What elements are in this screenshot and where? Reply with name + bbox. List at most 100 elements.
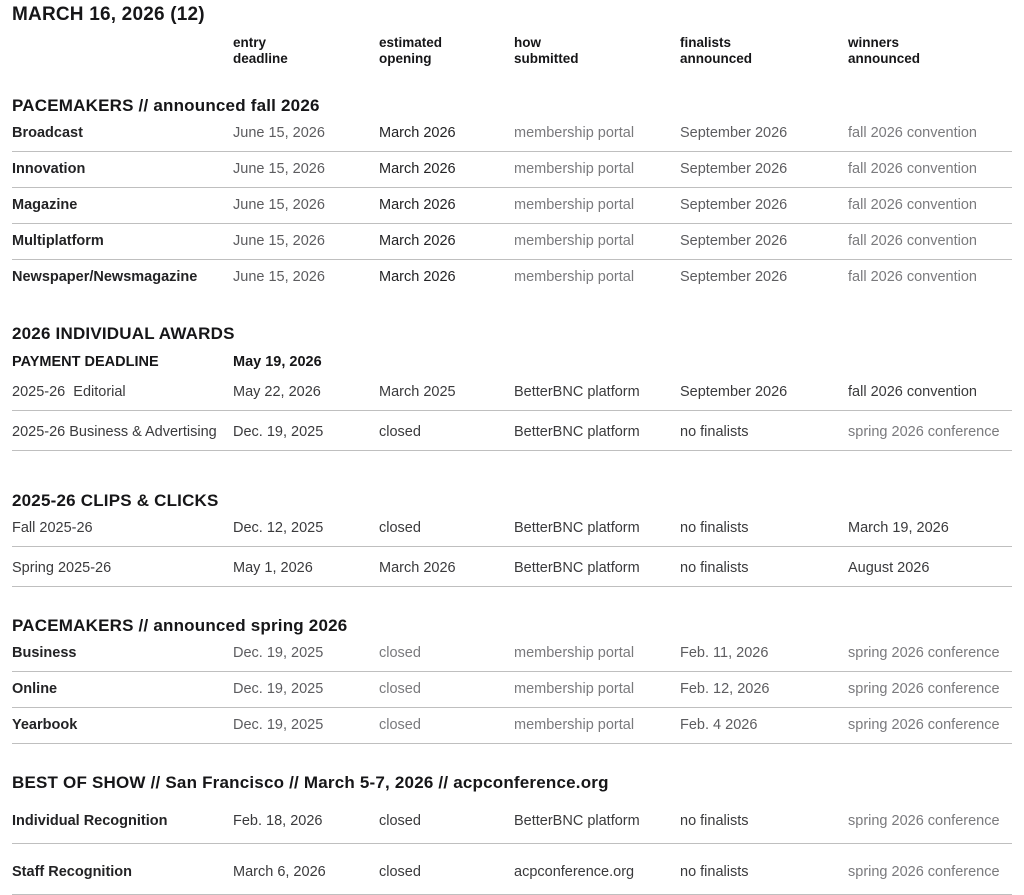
cell-entry-deadline: June 15, 2026 — [233, 197, 325, 213]
row-label: Staff Recognition — [12, 864, 133, 880]
cell-entry-deadline: Feb. 18, 2026 — [233, 813, 323, 829]
cell-how-submitted: membership portal — [514, 161, 635, 177]
cell-estimated-opening: March 2026 — [379, 560, 456, 576]
table-row: Multiplatform June 15, 2026 March 2026 memb… — [12, 224, 1012, 260]
cell-entry-deadline: Dec. 19, 2025 — [233, 717, 324, 733]
section-heading-clips-clicks: 2025-26 CLIPS & CLICKS — [12, 491, 219, 510]
cell-finalists-announced: Feb. 12, 2026 — [680, 681, 770, 697]
table-row: Spring 2025-26 May 1, 2026 March 2026 Bette… — [12, 547, 1012, 587]
cell-winners-announced: fall 2026 convention — [848, 125, 977, 141]
cell-entry-deadline: May 22, 2026 — [233, 384, 321, 400]
column-header-estimated-opening: estimated opening — [379, 35, 443, 66]
table-row: 2025-26 Business & Advertising Dec. 19, 2… — [12, 411, 1012, 451]
section-individual-awards: 2026 INDIVIDUAL AWARDS PAYMENT DEADLINE Ma… — [12, 324, 1012, 451]
cell-entry-deadline: March 6, 2026 — [233, 864, 326, 880]
cell-winners-announced: fall 2026 convention — [848, 384, 977, 400]
cell-estimated-opening: closed — [379, 813, 421, 829]
section-pacemakers-fall: PACEMAKERS // announced fall 2026 Broadca… — [12, 96, 1012, 295]
column-header-how-submitted: how submitted — [514, 35, 579, 66]
cell-entry-deadline: June 15, 2026 — [233, 269, 325, 285]
row-label: Magazine — [12, 197, 78, 213]
table-row: Yearbook Dec. 19, 2025 closed membership po… — [12, 708, 1012, 744]
row-label: Spring 2025-26 — [12, 560, 112, 576]
cell-winners-announced: spring 2026 conference — [848, 681, 1000, 697]
cell-winners-announced: spring 2026 conference — [848, 645, 1000, 661]
column-header-finalists-announced: finalists announced — [680, 35, 753, 66]
cell-finalists-announced: September 2026 — [680, 125, 788, 141]
cell-estimated-opening: March 2026 — [379, 233, 456, 249]
table-row: Broadcast June 15, 2026 March 2026 membersh… — [12, 116, 1012, 152]
cell-estimated-opening: closed — [379, 424, 421, 440]
cell-how-submitted: membership portal — [514, 125, 635, 141]
column-header-winners-announced: winners announced — [848, 35, 921, 66]
table-row: Newspaper/Newsmagazine June 15, 2026 March… — [12, 260, 1012, 295]
cell-how-submitted: BetterBNC platform — [514, 424, 640, 440]
cell-winners-announced: spring 2026 conference — [848, 424, 1000, 440]
column-header-row: entry deadline estimated opening how sub… — [12, 35, 1012, 67]
column-header-entry-deadline: entry deadline — [233, 35, 288, 66]
cell-winners-announced: fall 2026 convention — [848, 161, 977, 177]
cell-finalists-announced: September 2026 — [680, 233, 788, 249]
cell-how-submitted: membership portal — [514, 197, 635, 213]
cell-estimated-opening: closed — [379, 681, 421, 697]
cell-how-submitted: BetterBNC platform — [514, 384, 640, 400]
cell-entry-deadline: Dec. 19, 2025 — [233, 424, 324, 440]
cell-entry-deadline: June 15, 2026 — [233, 233, 325, 249]
table-row: Innovation June 15, 2026 March 2026 members… — [12, 152, 1012, 188]
payment-deadline-value: May 19, 2026 — [233, 354, 322, 370]
cell-how-submitted: membership portal — [514, 717, 635, 733]
row-label: Newspaper/Newsmagazine — [12, 269, 198, 285]
cell-how-submitted: membership portal — [514, 681, 635, 697]
row-label: Multiplatform — [12, 233, 104, 249]
cell-estimated-opening: closed — [379, 645, 421, 661]
cell-finalists-announced: September 2026 — [680, 197, 788, 213]
cell-winners-announced: fall 2026 convention — [848, 197, 977, 213]
cell-how-submitted: BetterBNC platform — [514, 813, 640, 829]
row-label: Innovation — [12, 161, 86, 177]
cell-estimated-opening: March 2026 — [379, 269, 456, 285]
row-label: 2025-26 Editorial — [12, 384, 126, 400]
cell-finalists-announced: September 2026 — [680, 384, 788, 400]
section-heading-individual-awards: 2026 INDIVIDUAL AWARDS — [12, 324, 235, 343]
awards-table: PACEMAKERS // announced fall 2026 Broadca… — [12, 96, 1012, 895]
table-row: Online Dec. 19, 2025 closed membership port… — [12, 672, 1012, 708]
cell-finalists-announced: no finalists — [680, 560, 749, 576]
payment-deadline-label: PAYMENT DEADLINE — [12, 354, 159, 370]
cell-entry-deadline: June 15, 2026 — [233, 125, 325, 141]
section-pacemakers-spring: PACEMAKERS // announced spring 2026 Busin… — [12, 616, 1012, 744]
cell-winners-announced: spring 2026 conference — [848, 813, 1000, 829]
cell-finalists-announced: Feb. 11, 2026 — [680, 645, 769, 661]
cell-finalists-announced: no finalists — [680, 813, 749, 829]
page-title: MARCH 16, 2026 (12) — [12, 4, 205, 25]
cell-how-submitted: BetterBNC platform — [514, 560, 640, 576]
cell-finalists-announced: September 2026 — [680, 269, 788, 285]
cell-finalists-announced: no finalists — [680, 864, 749, 880]
table-row: Fall 2025-26 Dec. 12, 2025 closed BetterBNC… — [12, 511, 1012, 547]
cell-how-submitted: BetterBNC platform — [514, 520, 640, 536]
table-row: Magazine June 15, 2026 March 2026 membershi… — [12, 188, 1012, 224]
row-label: Fall 2025-26 — [12, 520, 93, 536]
cell-winners-announced: August 2026 — [848, 560, 930, 576]
row-label: Business — [12, 645, 77, 661]
cell-estimated-opening: March 2025 — [379, 384, 456, 400]
cell-finalists-announced: September 2026 — [680, 161, 788, 177]
cell-how-submitted: acpconference.org — [514, 864, 635, 880]
cell-estimated-opening: March 2026 — [379, 197, 456, 213]
table-row: Business Dec. 19, 2025 closed membership po… — [12, 636, 1012, 672]
row-label: Individual Recognition — [12, 813, 168, 829]
table-row: Staff Recognition March 6, 2026 closed acpc… — [12, 844, 1012, 895]
row-label: Online — [12, 681, 58, 697]
cell-estimated-opening: closed — [379, 520, 421, 536]
cell-entry-deadline: Dec. 12, 2025 — [233, 520, 324, 536]
cell-how-submitted: membership portal — [514, 233, 635, 249]
section-clips-clicks: 2025-26 CLIPS & CLICKS Fall 2025-26 Dec. 1… — [12, 491, 1012, 587]
cell-winners-announced: spring 2026 conference — [848, 717, 1000, 733]
cell-how-submitted: membership portal — [514, 269, 635, 285]
table-row: Individual Recognition Feb. 18, 2026 close… — [12, 793, 1012, 844]
cell-winners-announced: spring 2026 conference — [848, 864, 1000, 880]
cell-entry-deadline: June 15, 2026 — [233, 161, 325, 177]
row-label: Broadcast — [12, 125, 83, 141]
table-row: 2025-26 Editorial May 22, 2026 March 2025 B… — [12, 375, 1012, 411]
payment-deadline-row: PAYMENT DEADLINE May 19, 2026 — [12, 344, 1012, 375]
